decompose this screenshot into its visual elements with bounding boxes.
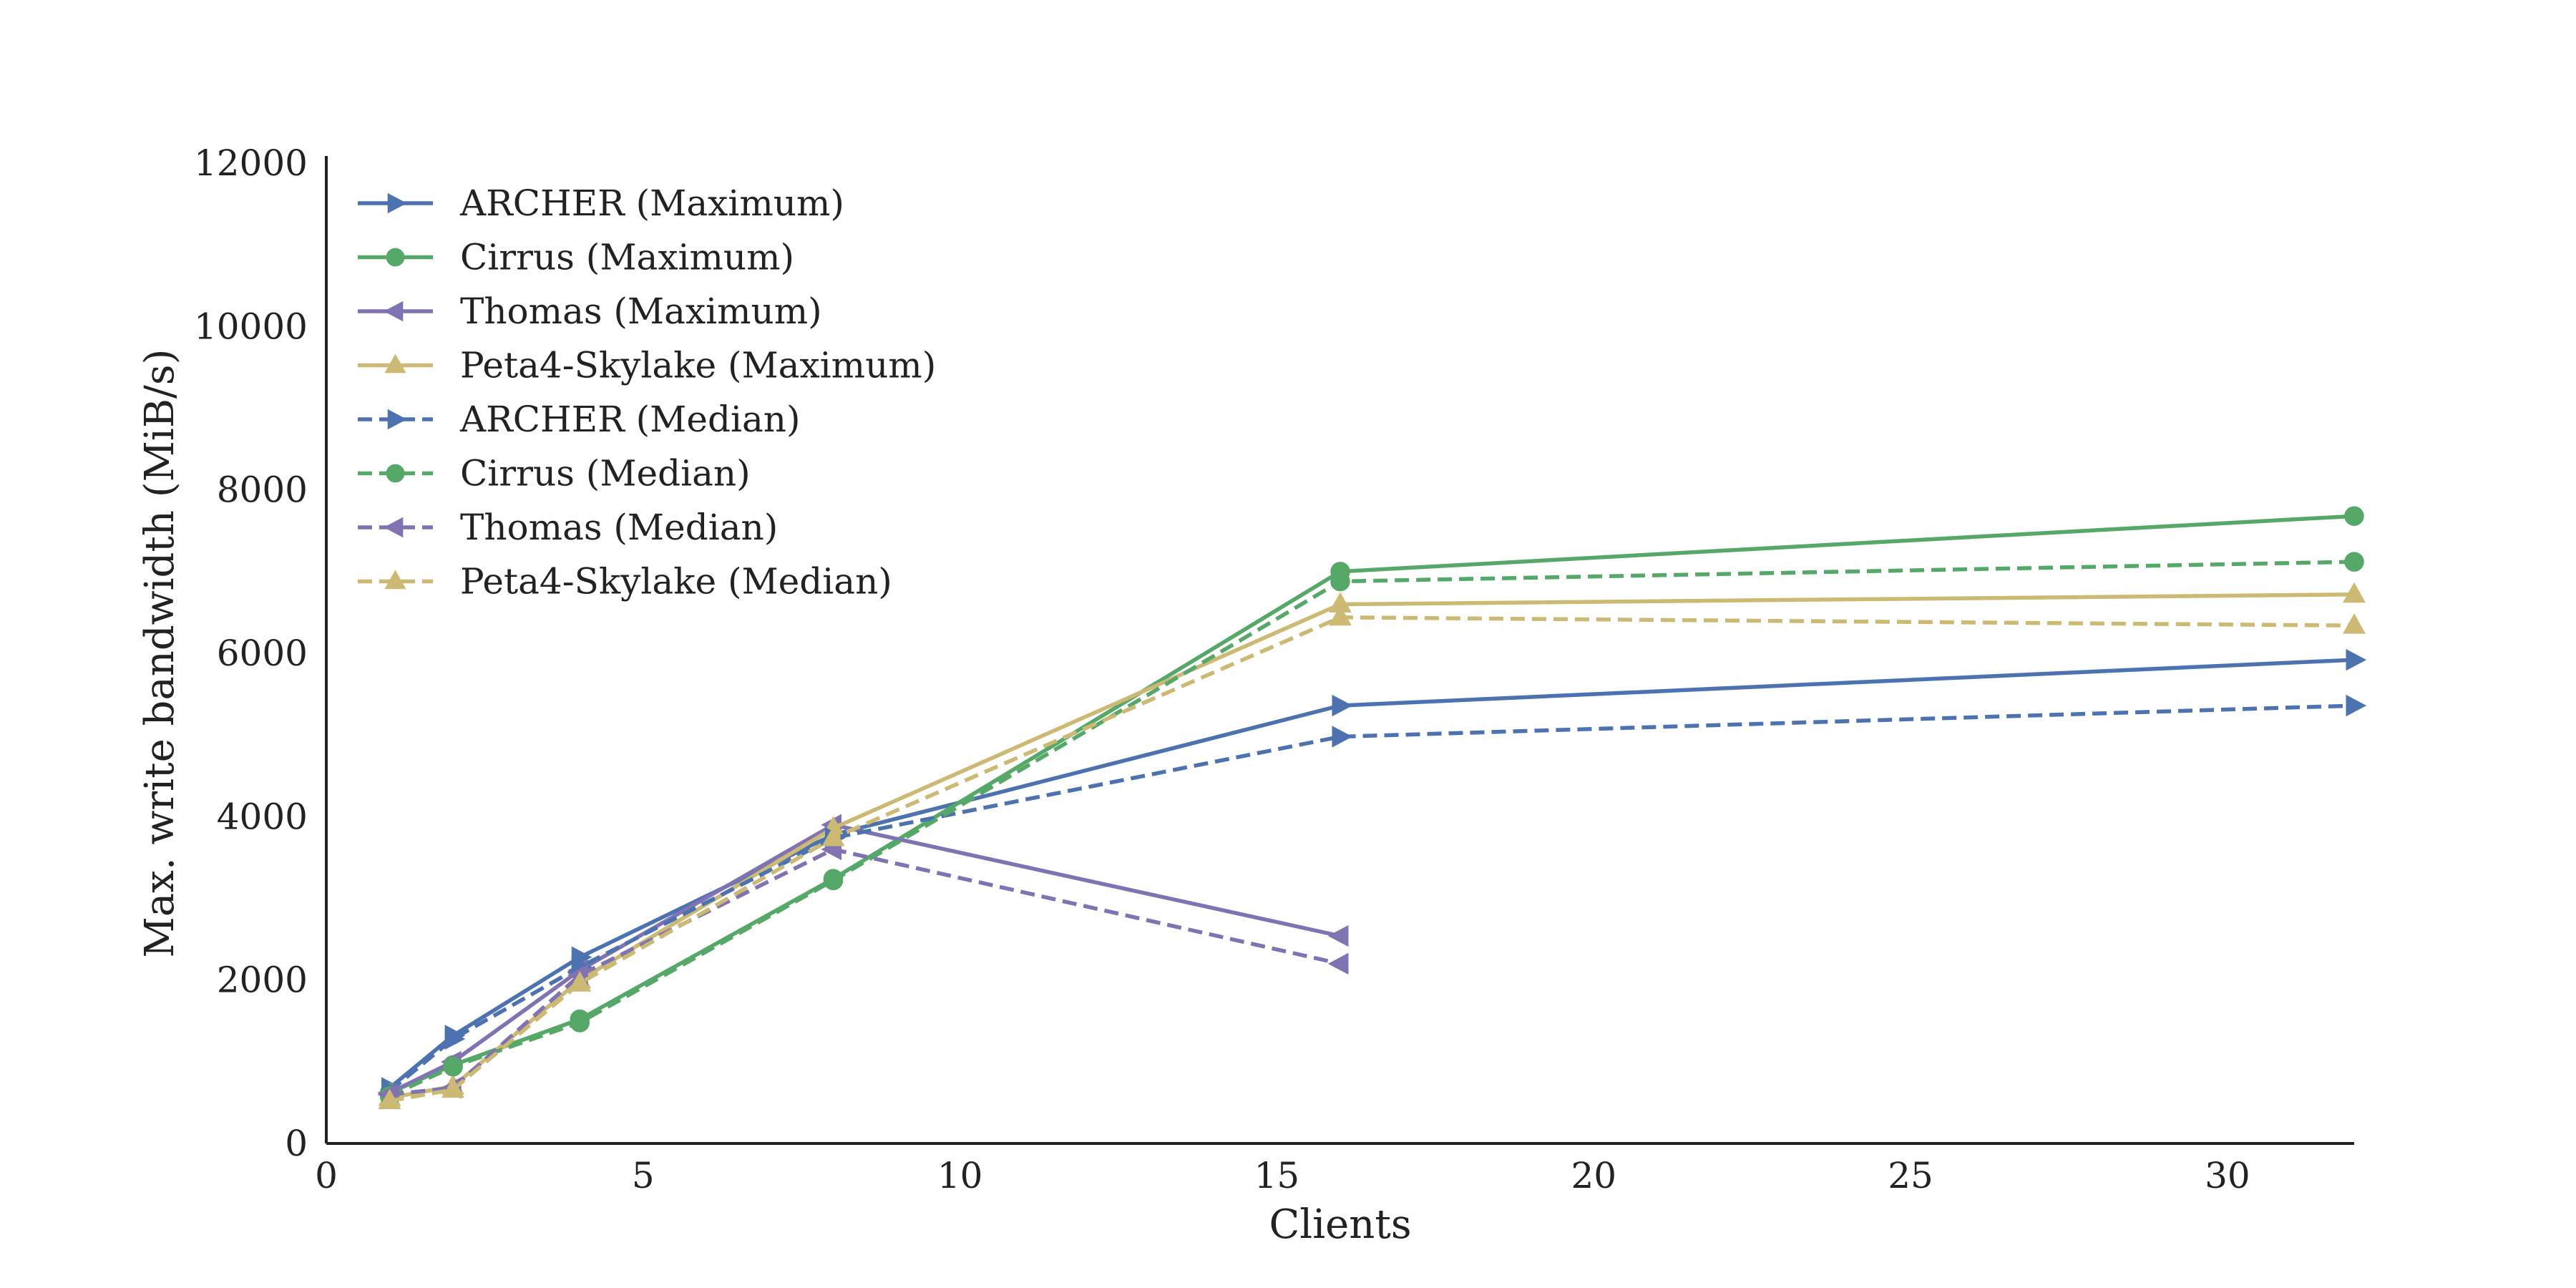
- series-5: [379, 552, 2364, 1106]
- series-3: [378, 582, 2366, 1106]
- data-point: [568, 971, 592, 992]
- y-axis-title: Max. write bandwidth (MiB/s): [137, 349, 183, 958]
- series-line: [389, 514, 2355, 1095]
- data-point: [1332, 726, 1353, 748]
- series-6: [377, 838, 1349, 1106]
- data-point: [443, 1056, 463, 1077]
- legend-label: Thomas (Median): [460, 507, 778, 548]
- data-point: [1327, 924, 1349, 947]
- data-point: [823, 870, 844, 891]
- legend-marker: [386, 248, 405, 267]
- series-0: [381, 648, 2367, 1099]
- legend-label: Cirrus (Median): [460, 453, 751, 494]
- legend: ARCHER (Maximum) Cirrus (Maximum) Thomas (…: [358, 182, 936, 602]
- data-point: [1329, 605, 1352, 626]
- series-layer: [377, 506, 2367, 1110]
- legend-label: Peta4-Skylake (Median): [460, 561, 892, 602]
- legend-marker: [384, 517, 404, 538]
- series-7: [378, 605, 2366, 1110]
- legend-label: Thomas (Maximum): [460, 291, 822, 332]
- legend-item: Thomas (Median): [358, 507, 778, 548]
- legend-marker: [387, 409, 407, 430]
- data-point: [1330, 571, 1350, 592]
- x-tick-label: 25: [1888, 1155, 1933, 1196]
- series-line: [389, 592, 2355, 1100]
- series-line: [389, 847, 1341, 1097]
- y-tick-label: 6000: [217, 633, 308, 674]
- y-tick-label: 0: [285, 1123, 308, 1164]
- legend-item: Thomas (Maximum): [358, 291, 822, 332]
- legend-marker: [384, 570, 406, 590]
- data-point: [2344, 552, 2364, 572]
- x-axis-title: Clients: [1269, 1201, 1411, 1248]
- legend-item: Peta4-Skylake (Maximum): [358, 345, 936, 386]
- legend-label: ARCHER (Maximum): [459, 182, 844, 224]
- data-point: [2346, 694, 2367, 717]
- series-4: [381, 694, 2367, 1103]
- data-point: [2346, 648, 2367, 671]
- x-tick-label: 15: [1254, 1155, 1300, 1196]
- data-point: [378, 1088, 401, 1110]
- legend-label: Cirrus (Maximum): [460, 237, 794, 278]
- x-tick-label: 30: [2205, 1155, 2250, 1196]
- legend-item: ARCHER (Maximum): [358, 182, 844, 224]
- x-tick-label: 10: [937, 1155, 983, 1196]
- data-point: [2344, 506, 2364, 526]
- legend-item: ARCHER (Median): [358, 399, 800, 440]
- y-tick-label: 2000: [217, 960, 308, 1001]
- series-line: [389, 560, 2355, 1098]
- axes: 0 5 10 15 20 25 30 0 2000 4000 6000 8000 10000 12000: [194, 142, 2354, 1196]
- data-point: [570, 1013, 590, 1033]
- legend-label: Peta4-Skylake (Maximum): [460, 345, 936, 386]
- series-line: [388, 658, 2355, 1090]
- x-tick-label: 20: [1571, 1155, 1616, 1196]
- y-tick-label: 4000: [217, 796, 308, 837]
- series-line: [388, 703, 2355, 1093]
- legend-item: Cirrus (Median): [358, 453, 751, 494]
- y-tick-label: 12000: [194, 142, 308, 184]
- data-point: [821, 825, 845, 847]
- series-line: [389, 615, 2355, 1103]
- data-point: [2343, 582, 2366, 603]
- data-point: [1332, 694, 1353, 717]
- series-line: [389, 823, 1341, 1095]
- y-tick-label: 10000: [194, 306, 308, 347]
- data-point: [441, 1077, 465, 1098]
- legend-item: Peta4-Skylake (Median): [358, 561, 892, 602]
- legend-item: Cirrus (Maximum): [358, 237, 794, 278]
- legend-marker: [384, 353, 406, 374]
- legend-marker: [387, 192, 407, 214]
- legend-marker: [386, 464, 405, 483]
- data-point: [2343, 613, 2366, 634]
- legend-marker: [384, 301, 404, 322]
- data-point: [1327, 952, 1349, 975]
- x-tick-label: 0: [315, 1155, 338, 1196]
- y-tick-label: 8000: [217, 469, 308, 511]
- legend-label: ARCHER (Median): [459, 399, 800, 440]
- x-tick-label: 5: [632, 1155, 655, 1196]
- data-point: [444, 1028, 466, 1050]
